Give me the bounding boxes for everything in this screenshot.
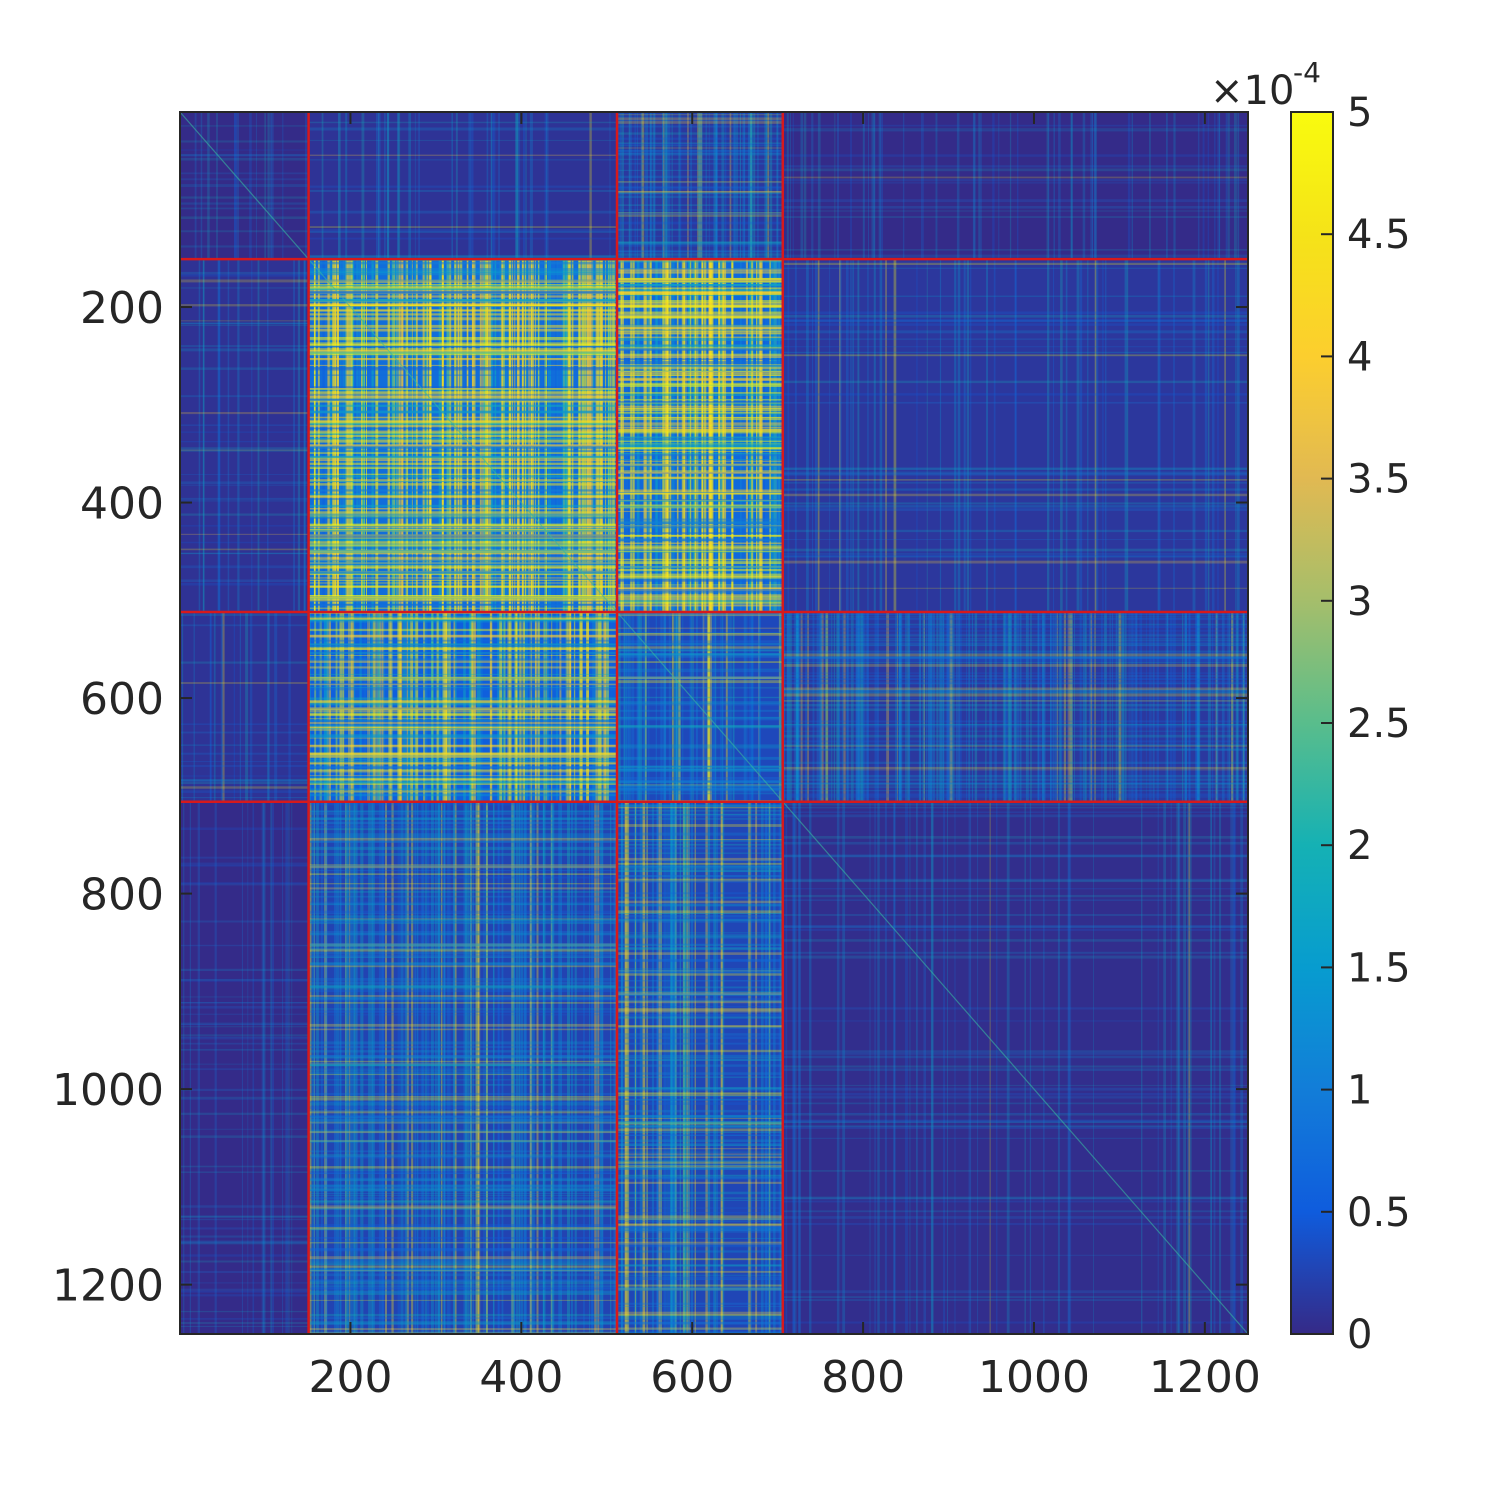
y-tick-label: 1000 (52, 1065, 164, 1116)
colorbar-tick-label: 1 (1347, 1068, 1372, 1114)
y-tick-label: 1200 (52, 1261, 164, 1312)
heatmap-block (617, 112, 783, 260)
colorbar-tick-label: 1.5 (1347, 945, 1411, 991)
colorbar-tick-label: 3.5 (1347, 457, 1411, 503)
colorbar-exponent-base: ×10 (1210, 68, 1294, 114)
y-axis-ticks: 200 400 600 800 1000 1200 (52, 283, 1248, 1312)
heatmap-block (617, 259, 783, 613)
y-tick-label: 800 (80, 870, 164, 921)
heatmap-block (180, 259, 309, 613)
y-tick-label: 200 (80, 283, 164, 334)
colorbar-tick-label: 4.5 (1347, 212, 1411, 258)
heatmap-block (308, 612, 618, 802)
x-tick-label: 400 (479, 1352, 563, 1403)
x-tick-label: 600 (650, 1352, 734, 1403)
y-tick-label: 600 (80, 674, 164, 725)
plot-frame (179, 111, 1249, 1335)
colorbar: 0 0.5 1 1.5 2 2.5 3 3.5 4 4.5 5 (1290, 90, 1411, 1358)
x-tick-label: 1200 (1149, 1352, 1261, 1403)
colorbar-tick-label: 5 (1347, 90, 1372, 136)
heatmap-block (782, 112, 1248, 260)
heatmap-block (782, 612, 1248, 802)
heatmap-block (782, 259, 1248, 613)
colorbar-tick-label: 2.5 (1347, 701, 1411, 747)
heatmap-block (617, 801, 783, 1334)
y-tick-label: 400 (80, 479, 164, 530)
colorbar-tick-label: 0 (1347, 1312, 1372, 1358)
block-boundaries (180, 112, 1248, 1334)
x-axis-ticks: 200 400 600 800 1000 1200 (308, 112, 1261, 1403)
heatmap-block (308, 801, 618, 1334)
colorbar-tick-label: 4 (1347, 334, 1372, 380)
colorbar-tick-label: 0.5 (1347, 1190, 1411, 1236)
heatmap-image (179, 111, 1249, 1335)
colorbar-tick-label: 3 (1347, 579, 1372, 625)
x-tick-label: 1000 (978, 1352, 1090, 1403)
x-tick-label: 800 (821, 1352, 905, 1403)
heatmap-block (180, 612, 309, 802)
colorbar-tick-label: 2 (1347, 823, 1372, 869)
heatmap-block (180, 801, 309, 1334)
heatmap-block (308, 112, 618, 260)
colorbar-exponent-power: -4 (1293, 56, 1321, 89)
x-tick-label: 200 (308, 1352, 392, 1403)
matrix-diagonal (179, 111, 1249, 1335)
